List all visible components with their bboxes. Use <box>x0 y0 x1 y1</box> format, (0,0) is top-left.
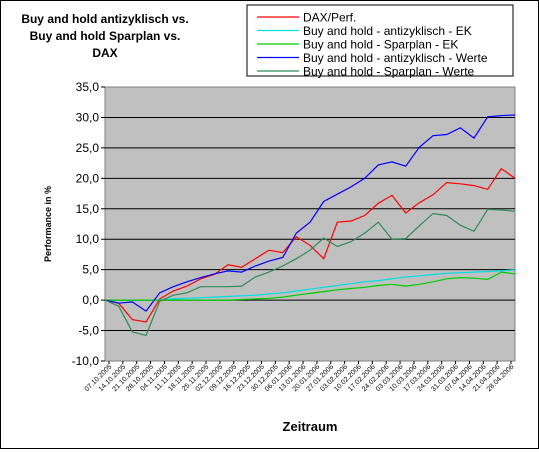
chart-title-line-1: Buy and hold antizyklisch vs. <box>21 12 188 26</box>
y-tick-label: 30,0 <box>76 110 100 124</box>
series-lines <box>104 114 516 337</box>
y-tick-label: -10,0 <box>72 354 100 368</box>
legend: DAX/Perf.Buy and hold - antizyklisch - E… <box>246 4 514 79</box>
legend-label-3: Buy and hold - Sparplan - EK <box>303 38 458 52</box>
legend-label-5: Buy and hold - Sparplan - Werte <box>303 65 475 79</box>
legend-label-1: DAX/Perf. <box>303 11 356 25</box>
chart-title-line-2: Buy and hold Sparplan vs. <box>30 29 181 43</box>
series-line-2 <box>105 269 516 301</box>
series-line-3 <box>105 271 516 301</box>
y-axis-ticks: -10,0 -5,0 0,0 5,0 10,0 15,0 20,0 25,0 30,0 35,0 <box>72 80 105 368</box>
y-tick-label: 15,0 <box>76 202 100 216</box>
legend-label-4: Buy and hold - antizyklisch - Werte <box>303 51 488 65</box>
x-axis-ticks: 07.10.200514.10.200521.10.200528.10.2005… <box>84 361 515 393</box>
legend-label-2: Buy and hold - antizyklisch - EK <box>303 24 472 38</box>
series-line-4 <box>104 114 516 312</box>
chart-title-line-3: DAX <box>92 46 117 60</box>
y-tick-label: 25,0 <box>76 141 100 155</box>
y-tick-label: 0,0 <box>82 293 99 307</box>
y-tick-label: -5,0 <box>78 324 99 338</box>
series-line-1 <box>104 167 516 323</box>
y-tick-label: 20,0 <box>76 171 100 185</box>
plot-area <box>104 86 516 362</box>
y-tick-label: 5,0 <box>82 263 99 277</box>
y-axis-label: Performance in % <box>43 186 53 262</box>
y-tick-label: 35,0 <box>76 80 100 94</box>
series-line-5 <box>104 208 516 337</box>
x-axis-label: Zeitraum <box>283 419 338 434</box>
y-tick-label: 10,0 <box>76 232 100 246</box>
